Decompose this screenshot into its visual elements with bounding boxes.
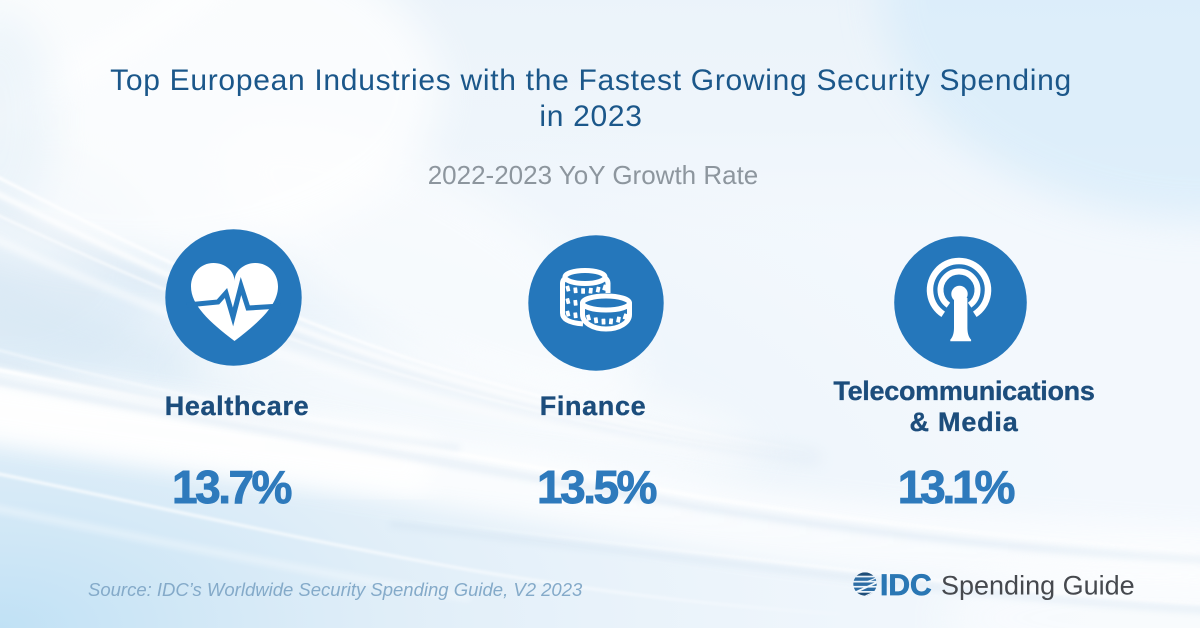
svg-text:IDC: IDC <box>880 570 932 600</box>
svg-text:Spending Guide: Spending Guide <box>941 571 1135 601</box>
